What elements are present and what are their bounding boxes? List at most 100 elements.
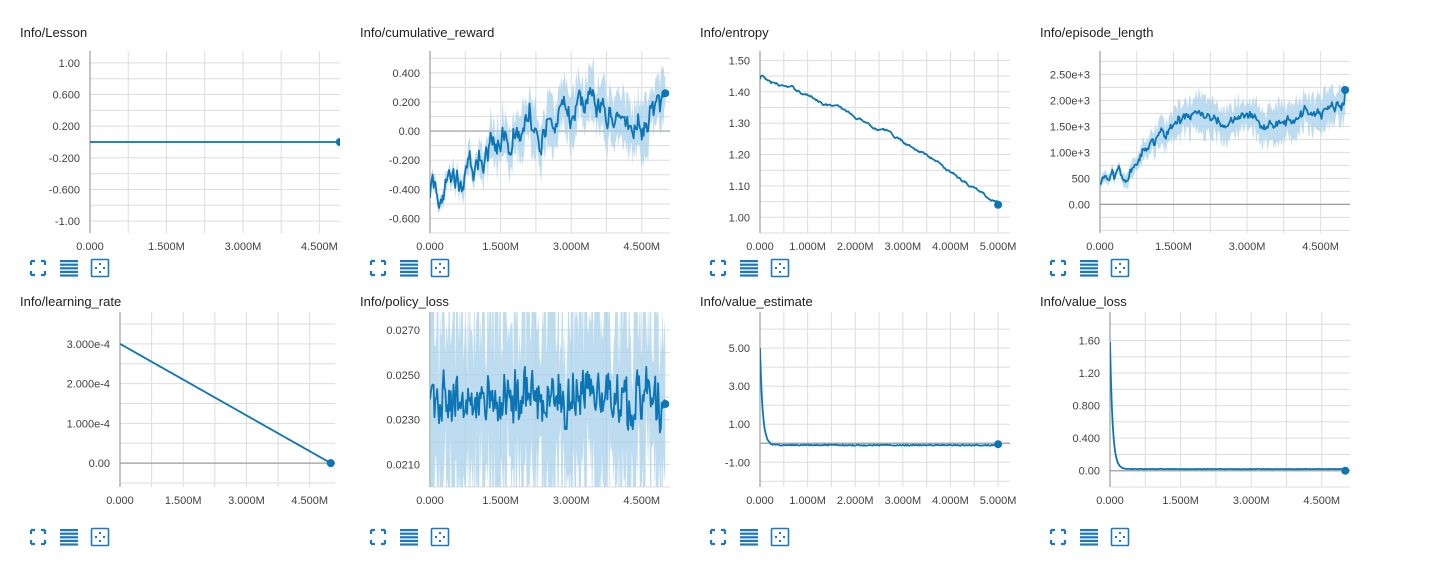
toggle-log-scale-icon[interactable] <box>739 258 759 278</box>
series-last-point[interactable] <box>326 459 335 468</box>
fullscreen-icon[interactable] <box>708 258 728 278</box>
y-tick-label: 1.00 <box>729 419 750 431</box>
chart-plot[interactable]: 3.000e-4 2.000e-4 1.000e-4 0.00 0.000 1.500M 3… <box>0 277 340 522</box>
fit-domain-icon[interactable] <box>430 527 450 547</box>
x-tick-label: 3.000M <box>885 495 922 507</box>
y-tick-label: 0.00 <box>1079 466 1100 478</box>
toggle-log-scale-icon[interactable] <box>1079 258 1099 278</box>
y-tick-label: -0.200 <box>49 153 80 165</box>
series-last-point[interactable] <box>335 138 340 146</box>
y-tick-label: 0.600 <box>52 90 80 102</box>
fullscreen-icon[interactable] <box>28 527 48 547</box>
series-last-point[interactable] <box>994 200 1003 209</box>
x-tick-label: 0.000 <box>746 495 774 507</box>
y-tick-label: 1.20 <box>1079 368 1100 380</box>
x-tick-label: 4.500M <box>1302 241 1339 253</box>
series-last-point[interactable] <box>661 89 670 98</box>
chart-plot[interactable]: 0.0270 0.0250 0.0230 0.0210 0.000 1.500M 3.000… <box>340 277 680 522</box>
series-last-point[interactable] <box>1341 86 1350 94</box>
chart-card: Info/entropy 1.50 1.40 1.30 1.20 1.10 1.00 0.00… <box>680 8 1020 278</box>
series-line <box>1100 89 1346 185</box>
fullscreen-icon[interactable] <box>368 258 388 278</box>
y-tick-label: 1.50e+3 <box>1050 121 1090 133</box>
x-tick-label: 1.500M <box>482 495 519 507</box>
x-tick-label: 2.000M <box>837 495 874 507</box>
y-tick-label: 1.000e-4 <box>67 418 110 430</box>
chart-card: Info/episode_length 2.50e+3 2.00e+3 1.50e+3… <box>1020 8 1360 278</box>
y-tick-label: -0.400 <box>389 184 420 196</box>
chart-title: Info/value_estimate <box>700 294 813 309</box>
fit-domain-icon[interactable] <box>90 258 110 278</box>
y-tick-label: 1.50 <box>729 55 750 67</box>
chart-card: Info/policy_loss 0.0270 0.0250 0.0230 0.0210… <box>340 277 680 547</box>
x-tick-label: 0.000 <box>416 495 444 507</box>
x-tick-label: 4.500M <box>301 241 338 253</box>
x-tick-label: 0.000 <box>76 241 104 253</box>
chart-title: Info/Lesson <box>20 25 88 40</box>
x-tick-label: 1.500M <box>148 241 185 253</box>
fullscreen-icon[interactable] <box>1048 258 1068 278</box>
y-tick-label: 5.00 <box>729 343 750 355</box>
toggle-log-scale-icon[interactable] <box>399 527 419 547</box>
chart-plot[interactable]: 5.00 3.00 1.00 -1.00 0.000 1.000M 2.000M 3.000M… <box>680 277 1020 522</box>
chart-title: Info/value_loss <box>1040 294 1127 309</box>
toggle-log-scale-icon[interactable] <box>399 258 419 278</box>
chart-title: Info/cumulative_reward <box>360 25 495 40</box>
y-tick-label: 0.00 <box>89 458 110 470</box>
chart-plot[interactable]: 1.50 1.40 1.30 1.20 1.10 1.00 0.000 1.000M 2.000… <box>680 8 1020 253</box>
y-tick-label: 1.20 <box>729 150 750 162</box>
y-tick-label: 1.60 <box>1079 335 1100 347</box>
y-tick-label: 0.0250 <box>386 370 420 382</box>
chart-plot[interactable]: 1.60 1.20 0.800 0.400 0.00 0.000 1.500M 3.000M 4… <box>1020 277 1360 522</box>
fit-domain-icon[interactable] <box>1110 258 1130 278</box>
toggle-log-scale-icon[interactable] <box>59 258 79 278</box>
grid <box>1109 312 1350 488</box>
fit-domain-icon[interactable] <box>90 527 110 547</box>
chart-title: Info/policy_loss <box>360 294 449 309</box>
x-tick-label: 0.000 <box>1096 495 1124 507</box>
y-tick-label: 1.00e+3 <box>1050 147 1090 159</box>
x-tick-label: 1.500M <box>165 495 202 507</box>
grid <box>759 312 1010 487</box>
x-tick-label: 4.500M <box>1303 495 1340 507</box>
chart-card: Info/Lesson 1.00 0.600 0.200 -0.200 -0.600 -1.… <box>0 8 340 278</box>
x-tick-label: 0.000 <box>416 241 444 253</box>
y-tick-label: 2.000e-4 <box>67 379 110 391</box>
fit-domain-icon[interactable] <box>430 258 450 278</box>
y-tick-label: 0.00 <box>399 126 420 138</box>
y-tick-label: 500 <box>1072 173 1090 185</box>
chart-plot[interactable]: 2.50e+3 2.00e+3 1.50e+3 1.00e+3 500 0.00 0.000… <box>1020 8 1360 253</box>
fullscreen-icon[interactable] <box>708 527 728 547</box>
series-last-point[interactable] <box>661 399 670 408</box>
x-tick-label: 2.000M <box>837 241 874 253</box>
chart-plot[interactable]: 1.00 0.600 0.200 -0.200 -0.600 -1.00 0.000 1.50… <box>0 8 340 253</box>
grid <box>759 51 1010 234</box>
fullscreen-icon[interactable] <box>1048 527 1068 547</box>
toggle-log-scale-icon[interactable] <box>739 527 759 547</box>
chart-title: Info/learning_rate <box>20 294 122 309</box>
series-last-point[interactable] <box>994 440 1003 449</box>
fullscreen-icon[interactable] <box>28 258 48 278</box>
x-tick-label: 4.000M <box>932 495 969 507</box>
fullscreen-icon[interactable] <box>368 527 388 547</box>
x-tick-label: 3.000M <box>1233 495 1270 507</box>
grid <box>119 312 335 487</box>
chart-card: Info/learning_rate 3.000e-4 2.000e-4 1.000e… <box>0 277 340 547</box>
grid <box>1099 51 1350 233</box>
fit-domain-icon[interactable] <box>1110 527 1130 547</box>
y-tick-label: 3.00 <box>729 381 750 393</box>
chart-plot[interactable]: 0.400 0.200 0.00 -0.200 -0.400 -0.600 0.000 1.5… <box>340 8 680 253</box>
toggle-log-scale-icon[interactable] <box>1079 527 1099 547</box>
x-tick-label: 0.000 <box>1086 241 1114 253</box>
chart-title: Info/entropy <box>700 25 769 40</box>
fit-domain-icon[interactable] <box>770 527 790 547</box>
series-line <box>430 365 667 434</box>
chart-card: Info/cumulative_reward 0.400 0.200 0.00 -0.2… <box>340 8 680 278</box>
y-tick-label: 0.0270 <box>386 325 420 337</box>
fit-domain-icon[interactable] <box>770 258 790 278</box>
y-tick-label: 0.200 <box>52 121 80 133</box>
y-tick-label: 3.000e-4 <box>67 339 110 351</box>
series-last-point[interactable] <box>1341 466 1350 475</box>
y-tick-label: 0.200 <box>392 97 420 109</box>
toggle-log-scale-icon[interactable] <box>59 527 79 547</box>
